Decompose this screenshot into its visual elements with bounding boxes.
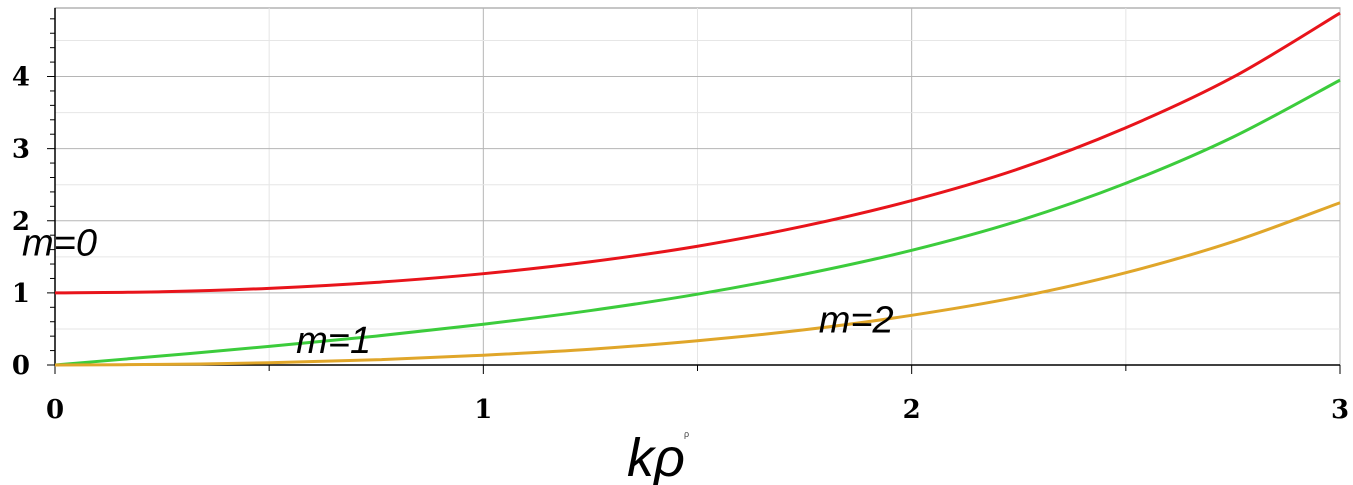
x-tick-label: 3 [1331,395,1349,425]
y-tick-label: 2 [12,207,30,237]
x-axis-title: kρ [627,428,685,485]
series-line-m1 [54,78,1341,367]
x-tick-label: 0 [46,395,64,425]
series-line-m2 [54,201,1341,367]
x-tick-label: 1 [474,395,492,425]
series-line-m0 [54,11,1341,295]
axes [47,8,1341,374]
x-axis-title-mark: ρ [684,429,689,439]
y-tick-label: 4 [12,63,30,93]
series-curves [54,11,1341,367]
curve-label-m2: m=2 [819,300,894,342]
y-tick-label: 3 [12,135,30,165]
curve-annotations: m=0 m=1 m=2 [22,222,894,361]
x-tick-label: 2 [903,395,921,425]
curve-label-m0: m=0 [22,222,97,264]
curve-label-m1: m=1 [296,320,371,362]
y-tick-label: 1 [12,279,30,309]
tick-labels: 0 1 2 3 4 0 1 2 3 [12,63,1349,425]
y-tick-label: 0 [12,351,30,381]
